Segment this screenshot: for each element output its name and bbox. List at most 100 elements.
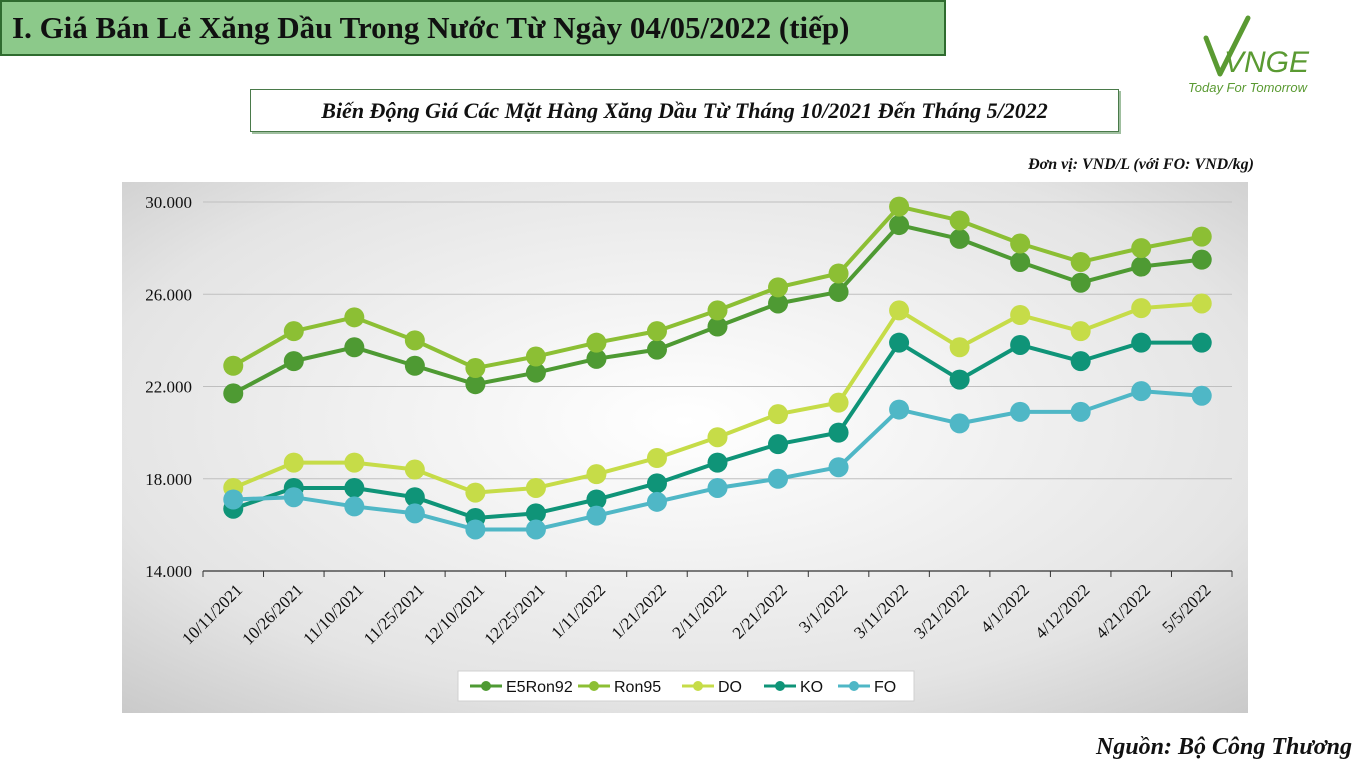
data-point — [949, 413, 970, 434]
y-tick-label: 30.000 — [145, 193, 192, 212]
data-point — [949, 369, 970, 390]
data-point — [283, 452, 304, 473]
data-point — [1010, 334, 1031, 355]
data-point — [223, 489, 244, 510]
data-point — [768, 434, 789, 455]
data-point — [828, 422, 849, 443]
data-point — [525, 346, 546, 367]
data-point — [344, 307, 365, 328]
data-point — [949, 337, 970, 358]
logo-leaf-icon — [1203, 15, 1251, 77]
chart-subtitle: Biến Động Giá Các Mặt Hàng Xăng Dầu Từ T… — [250, 89, 1119, 132]
data-point — [525, 477, 546, 498]
data-point — [1070, 401, 1091, 422]
data-point — [1010, 401, 1031, 422]
data-point — [404, 330, 425, 351]
data-point — [404, 503, 425, 524]
legend-item-ko: KO — [764, 679, 823, 696]
data-point — [465, 482, 486, 503]
data-point — [344, 337, 365, 358]
data-point — [223, 383, 244, 404]
data-point — [889, 399, 910, 420]
data-point — [1070, 272, 1091, 293]
legend-label: E5Ron92 — [506, 679, 573, 696]
data-point — [525, 362, 546, 383]
data-point — [1131, 238, 1152, 259]
data-point — [586, 505, 607, 526]
source-note: Nguồn: Bộ Công Thương — [1096, 734, 1352, 760]
data-point — [828, 263, 849, 284]
line-chart: 14.00018.00022.00026.00030.00010/11/2021… — [122, 182, 1248, 713]
page-title: I. Giá Bán Lẻ Xăng Dầu Trong Nước Từ Ngà… — [0, 0, 946, 56]
data-point — [404, 355, 425, 376]
data-point — [646, 491, 667, 512]
data-point — [465, 519, 486, 540]
data-point — [1131, 381, 1152, 402]
legend-item-ron95: Ron95 — [578, 679, 661, 696]
legend-swatch-dot — [481, 681, 491, 691]
legend-item-e5ron92: E5Ron92 — [470, 679, 573, 696]
logo-text: VNGE — [1224, 46, 1310, 79]
data-point — [707, 427, 728, 448]
legend-swatch-dot — [589, 681, 599, 691]
data-point — [949, 210, 970, 231]
data-point — [283, 351, 304, 372]
data-point — [1010, 233, 1031, 254]
data-point — [586, 332, 607, 353]
unit-note: Đơn vị: VND/L (với FO: VND/kg) — [1028, 156, 1254, 173]
legend-swatch-dot — [849, 681, 859, 691]
data-point — [707, 477, 728, 498]
legend-item-do: DO — [682, 679, 742, 696]
data-point — [344, 477, 365, 498]
y-tick-label: 26.000 — [145, 285, 192, 304]
data-point — [1131, 298, 1152, 319]
data-point — [465, 358, 486, 379]
legend-label: KO — [800, 679, 823, 696]
data-point — [889, 215, 910, 236]
data-point — [1191, 293, 1212, 314]
legend-swatch-dot — [775, 681, 785, 691]
data-point — [1131, 256, 1152, 277]
data-point — [344, 452, 365, 473]
data-point — [283, 487, 304, 508]
y-tick-label: 22.000 — [145, 378, 192, 397]
chart-area: 14.000 18.000 22.000 26.000 30.000 10/11/2021… — [122, 182, 1248, 713]
data-point — [1191, 385, 1212, 406]
data-point — [646, 321, 667, 342]
legend-item-fo: FO — [838, 679, 896, 696]
data-point — [1010, 305, 1031, 326]
data-point — [223, 355, 244, 376]
data-point — [404, 487, 425, 508]
data-point — [768, 293, 789, 314]
data-point — [1191, 249, 1212, 270]
data-point — [1191, 226, 1212, 247]
data-point — [283, 321, 304, 342]
data-point — [586, 464, 607, 485]
y-tick-label: 14.000 — [145, 562, 192, 581]
logo-tagline: Today For Tomorrow — [1188, 80, 1307, 95]
vnge-logo: VNGE — [1203, 15, 1310, 79]
legend-swatch-dot — [693, 681, 703, 691]
data-point — [344, 496, 365, 517]
data-point — [707, 300, 728, 321]
data-point — [1191, 332, 1212, 353]
data-point — [828, 457, 849, 478]
legend-label: DO — [718, 679, 742, 696]
data-point — [646, 473, 667, 494]
data-point — [1070, 351, 1091, 372]
data-point — [949, 228, 970, 249]
data-point — [646, 447, 667, 468]
data-point — [525, 503, 546, 524]
data-point — [707, 452, 728, 473]
legend-label: FO — [874, 679, 896, 696]
data-point — [707, 316, 728, 337]
data-point — [525, 519, 546, 540]
legend-label: Ron95 — [614, 679, 661, 696]
data-point — [768, 404, 789, 425]
data-point — [889, 300, 910, 321]
data-point — [828, 392, 849, 413]
data-point — [586, 348, 607, 369]
data-point — [1131, 332, 1152, 353]
data-point — [1010, 251, 1031, 272]
data-point — [889, 196, 910, 217]
